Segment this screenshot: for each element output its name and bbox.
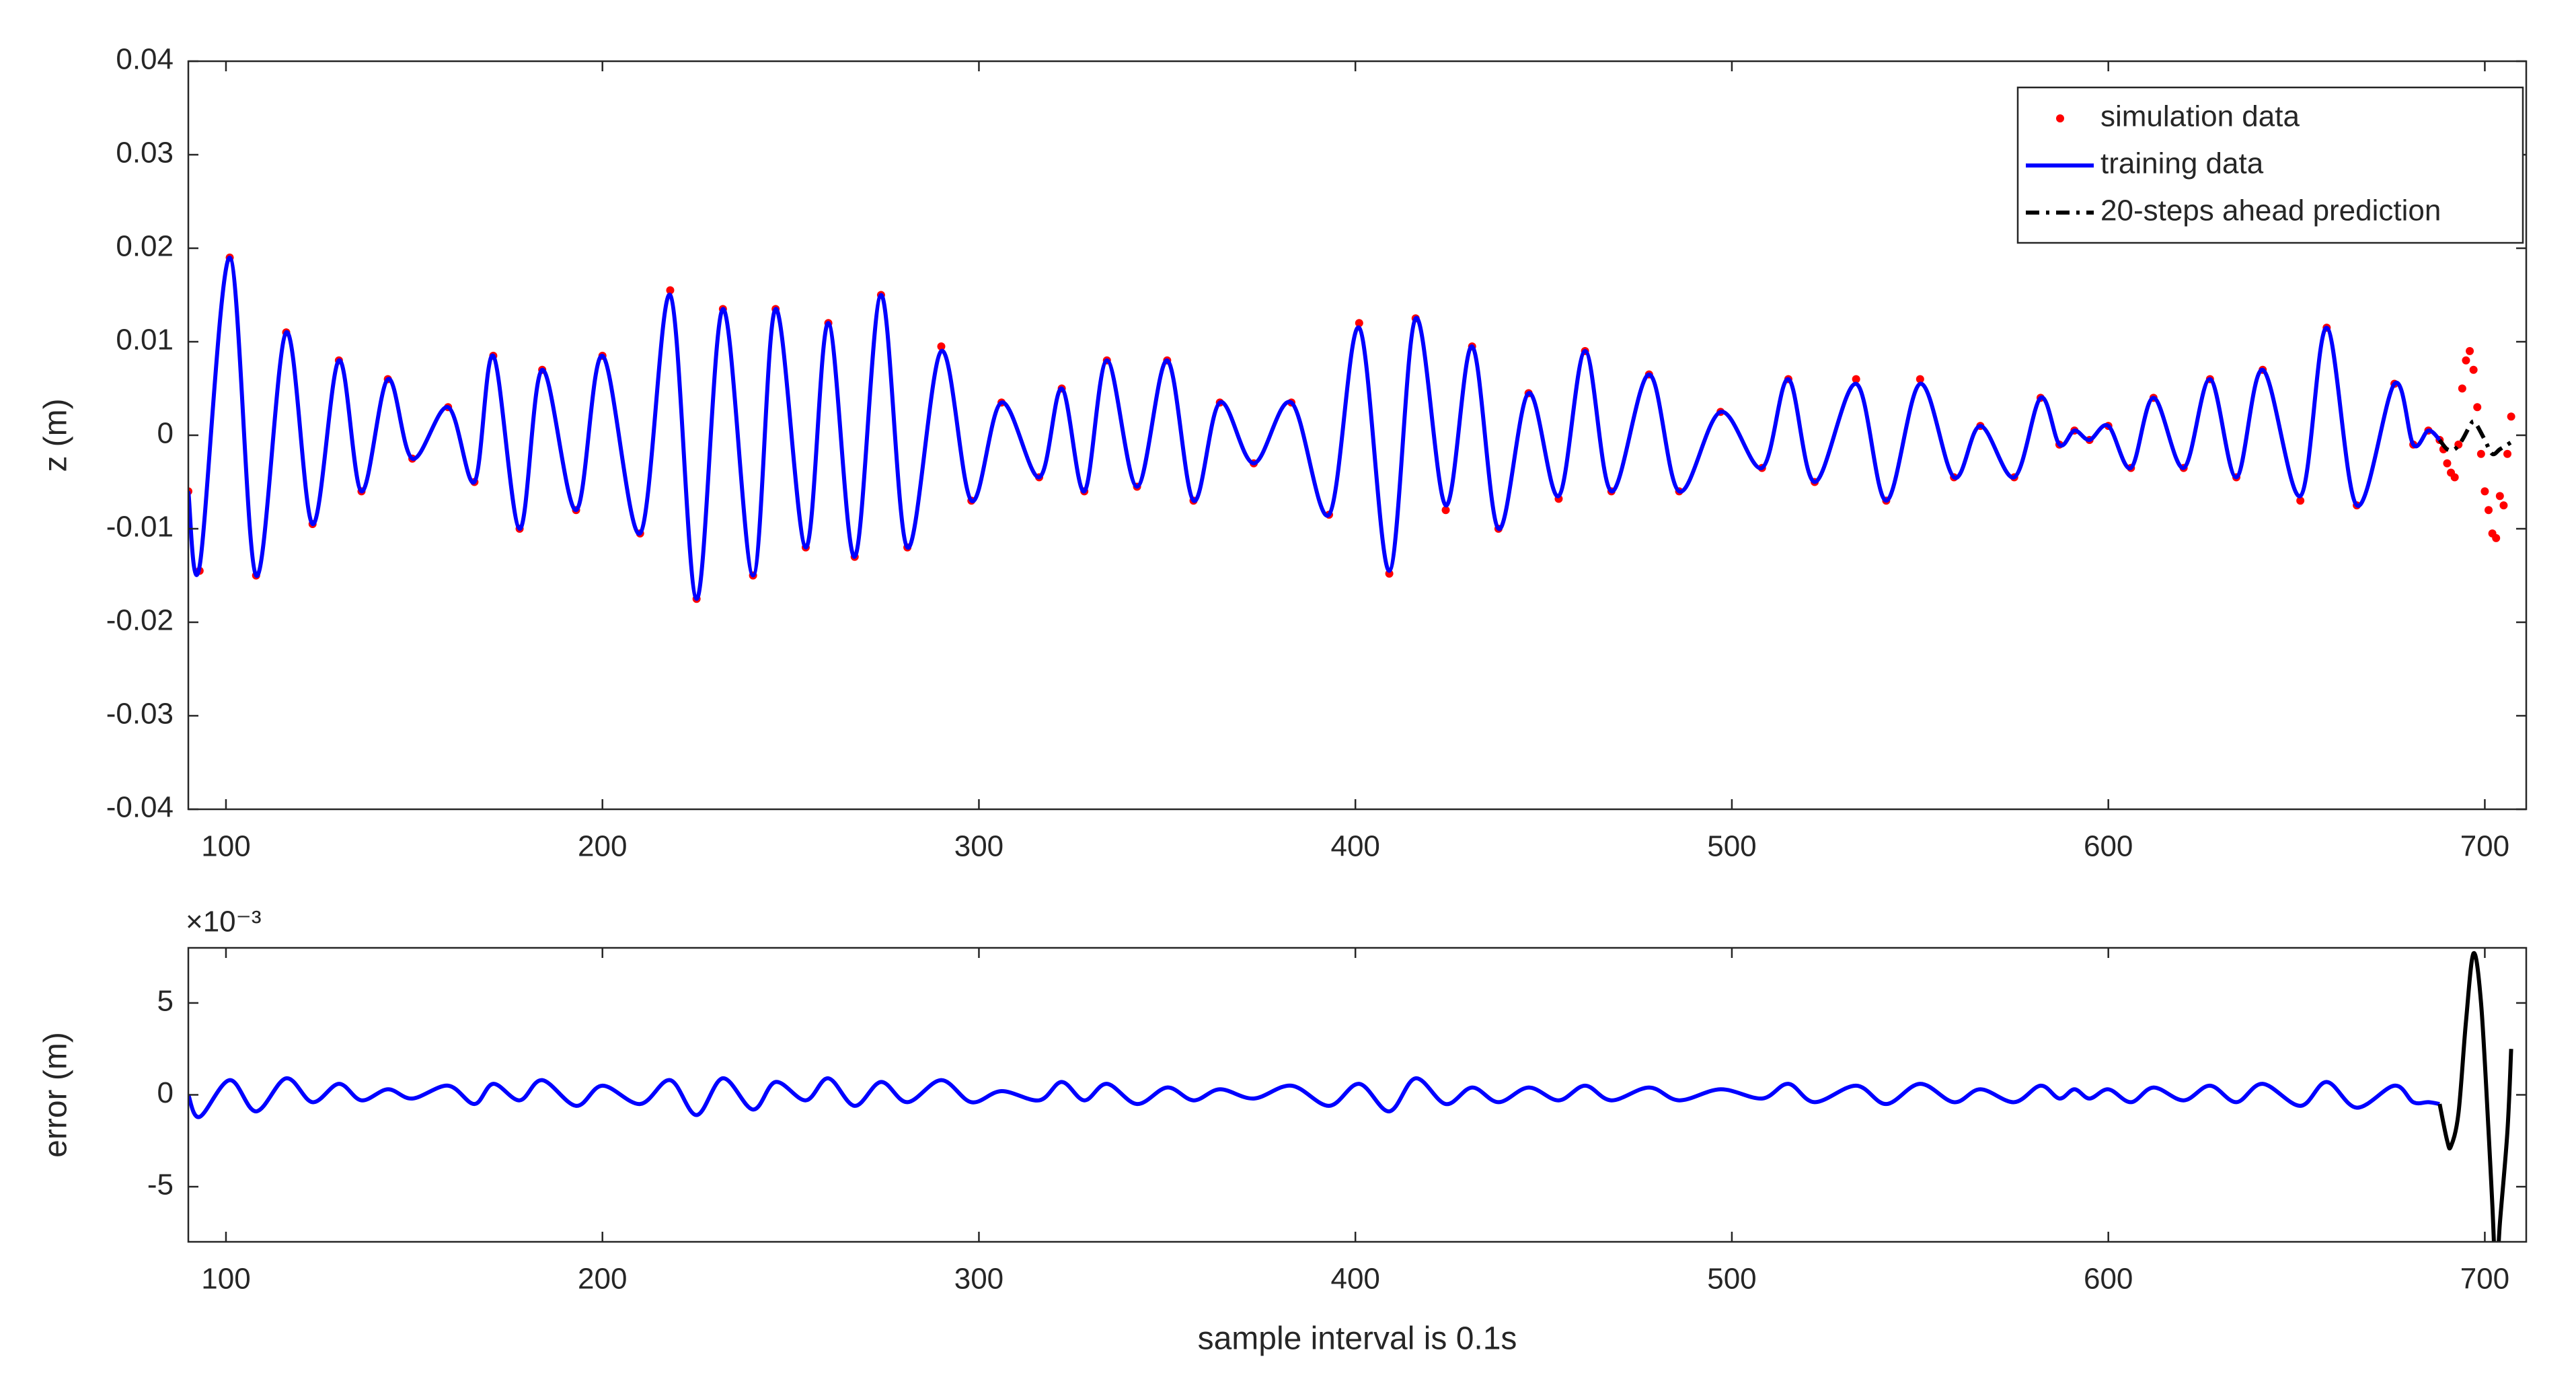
y-axis-label: error (m) xyxy=(38,1032,74,1158)
x-tick-label: 500 xyxy=(1707,1263,1756,1296)
x-tick-label: 200 xyxy=(578,830,627,863)
data-point xyxy=(2458,384,2466,393)
data-point xyxy=(2499,501,2508,510)
y-tick-label: 0.04 xyxy=(116,43,174,76)
data-point xyxy=(2480,487,2489,496)
legend-label: simulation data xyxy=(2100,100,2300,133)
data-point xyxy=(937,342,946,350)
y-tick-label: -0.04 xyxy=(106,791,174,824)
x-tick-label: 700 xyxy=(2460,830,2509,863)
y-exponent: ×10⁻³ xyxy=(186,905,262,938)
data-point xyxy=(2503,449,2512,458)
legend: simulation data training data 20-steps ahe… xyxy=(2016,86,2524,244)
plot-area xyxy=(188,951,2513,1242)
legend-marker xyxy=(2056,114,2064,122)
x-tick-label: 600 xyxy=(2084,1263,2133,1296)
y-tick-label: 0.03 xyxy=(116,137,174,170)
data-point xyxy=(2473,403,2482,412)
data-point xyxy=(2485,506,2493,515)
y-axis-label: z (m) xyxy=(38,398,74,472)
data-point xyxy=(1916,375,1924,383)
axes-background xyxy=(188,948,2526,1242)
data-point xyxy=(2443,459,2452,468)
data-line xyxy=(2437,951,2513,1242)
data-line xyxy=(188,255,2441,601)
data-line xyxy=(188,1076,2440,1119)
data-line xyxy=(2437,419,2516,457)
x-tick-label: 300 xyxy=(954,830,1003,863)
y-tick-label: 0.02 xyxy=(116,230,174,263)
data-point xyxy=(1355,319,1363,328)
x-tick-label: 400 xyxy=(1330,830,1379,863)
y-tick-label: 0 xyxy=(157,417,174,450)
x-tick-label: 700 xyxy=(2460,1263,2509,1296)
data-point xyxy=(2492,533,2501,542)
x-tick-label: 400 xyxy=(1330,1263,1379,1296)
data-point xyxy=(2476,449,2485,458)
x-tick-label: 100 xyxy=(201,830,250,863)
x-axis-label: sample interval is 0.1s xyxy=(1198,1321,1517,1357)
data-point xyxy=(2296,496,2305,505)
data-point xyxy=(2450,473,2459,482)
y-tick-label: -5 xyxy=(147,1168,174,1201)
y-tick-label: 0 xyxy=(157,1076,174,1109)
x-tick-label: 200 xyxy=(578,1263,627,1296)
data-point xyxy=(2469,365,2478,374)
x-tick-label: 300 xyxy=(954,1263,1003,1296)
x-tick-label: 600 xyxy=(2084,830,2133,863)
data-point xyxy=(1441,506,1450,515)
legend-label: 20-steps ahead prediction xyxy=(2100,194,2441,227)
x-tick-label: 500 xyxy=(1707,830,1756,863)
legend-box xyxy=(2016,86,2524,244)
data-point xyxy=(2507,412,2515,421)
data-point xyxy=(666,286,675,295)
data-point xyxy=(2462,356,2470,365)
y-tick-label: 5 xyxy=(157,985,174,1018)
y-tick-label: -0.02 xyxy=(106,604,174,637)
data-point xyxy=(2495,492,2504,500)
data-point xyxy=(2466,346,2474,355)
plot-area xyxy=(188,253,2516,603)
data-point xyxy=(1852,375,1860,383)
y-tick-label: -0.01 xyxy=(106,511,174,544)
x-tick-label: 100 xyxy=(201,1263,250,1296)
y-tick-label: -0.03 xyxy=(106,698,174,731)
legend-label: training data xyxy=(2100,147,2264,180)
y-tick-label: 0.01 xyxy=(116,324,174,357)
